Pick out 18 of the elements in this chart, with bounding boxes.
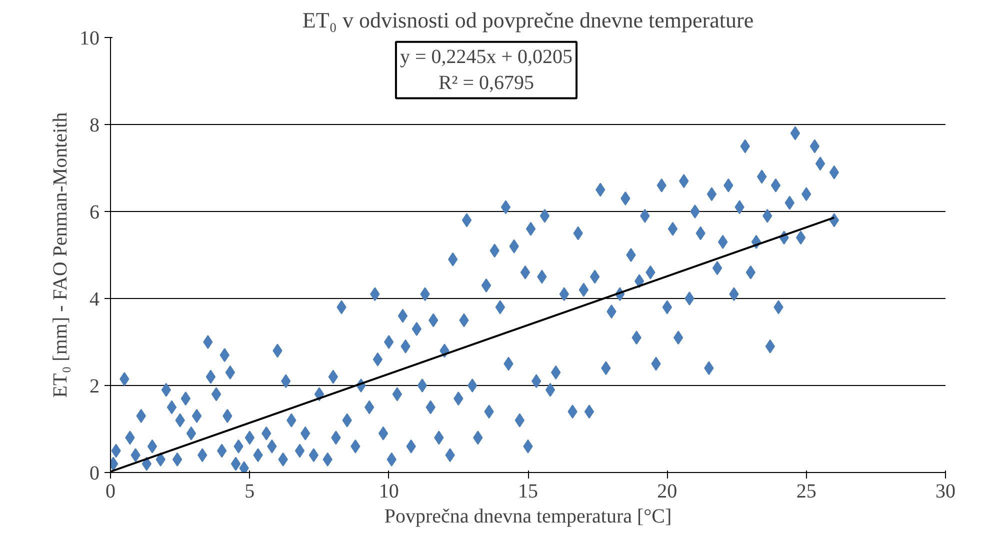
y-tick-label: 2 [90,376,100,398]
x-tick-label: 25 [796,480,816,502]
annotation: R² = 0,6795 [438,72,534,94]
x-tick-label: 10 [378,480,399,502]
y-tick-label: 10 [80,28,100,50]
y-axis-title: ET₀ [mm] - FAO Penman-Monteith [50,112,72,398]
x-tick-label: 15 [518,480,538,502]
x-axis-title: Povprečna dnevna temperatura [°C] [384,506,672,528]
annotation: y = 0,2245x + 0,0205 [400,46,573,68]
x-tick-label: 20 [657,480,678,502]
y-tick-label: 0 [90,462,100,484]
chart-title: ET₀ v odvisnosti od povprečne dnevne temperature [302,8,754,32]
x-tick-label: 30 [936,480,956,502]
y-tick-label: 8 [90,114,100,136]
y-tick-label: 4 [90,288,100,310]
y-tick-label: 6 [90,202,100,224]
x-tick-label: 0 [106,480,116,502]
x-tick-label: 5 [244,480,255,502]
